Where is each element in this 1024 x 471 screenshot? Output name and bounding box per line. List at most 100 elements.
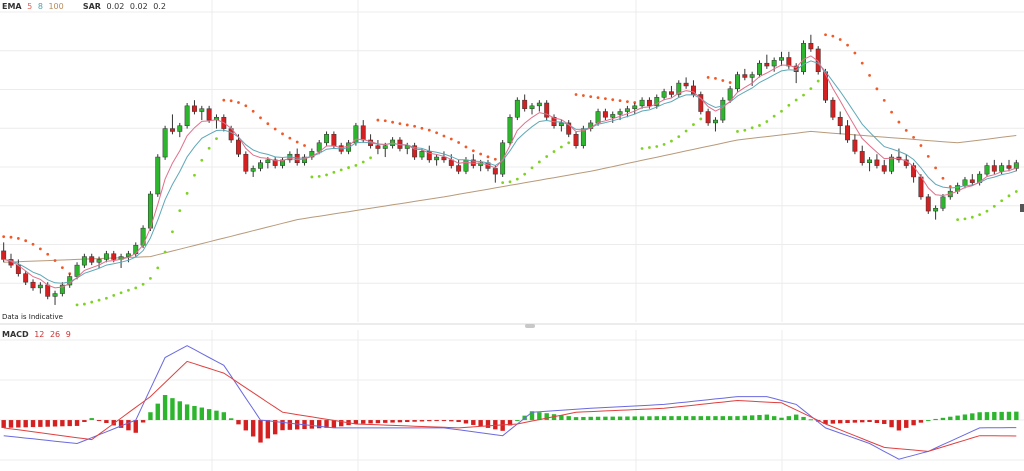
candle-body [52,293,58,297]
sar-dot [112,294,116,297]
candle-body [874,159,880,166]
ema-param-mid: 8 [37,2,43,11]
sar-dot [53,259,57,262]
macd-histogram-bar [412,420,417,422]
candle-body [595,111,601,124]
candle-body [573,134,579,146]
macd-histogram-bar [250,420,256,437]
macd-histogram-bar [148,412,153,421]
macd-histogram-bar [764,414,770,421]
macd-histogram-bar [874,420,880,423]
macd-histogram-bar [904,420,909,428]
sar-dot [875,87,879,91]
sar-dot [648,146,651,149]
macd-histogram-bar [390,420,395,423]
sar-dot [750,126,754,130]
candle-body [89,256,95,263]
candle-body [265,159,271,163]
sar-dot [868,73,871,77]
candle-body [742,74,748,78]
macd-histogram-bar [838,420,843,424]
candle-body [962,179,968,186]
ema-8-line [3,60,1017,284]
sar-dot [772,114,776,118]
macd-histogram-bar [889,420,894,428]
sar-dot [846,43,849,47]
pane-divider-handle[interactable] [525,324,535,328]
macd-histogram-bar [397,420,403,423]
sar-dot [207,146,211,150]
macd-histogram-bar [683,416,689,421]
macd-histogram-bar [661,416,667,421]
sar-dot [244,104,248,108]
macd-histogram-bar [60,420,65,427]
sar-dot [141,282,145,286]
sar-dot [508,180,512,184]
macd-histogram-bar [970,413,975,421]
macd-histogram-bar [977,412,982,421]
macd-histogram-bar [588,416,593,421]
macd-histogram-bar [434,420,439,422]
sar-dot [82,302,86,306]
macd-histogram-bar [691,416,696,421]
sar-dot [361,160,365,164]
candle-body [162,128,168,158]
candle-body [764,62,770,67]
macd-histogram-bar [984,412,990,421]
sar-dot [589,95,593,99]
macd-histogram-bar [639,416,645,421]
sar-dot [890,110,893,114]
macd-histogram-bar [427,420,432,422]
candle-body [918,176,924,198]
candle-body [786,57,792,67]
candle-body [419,151,425,158]
macd-histogram-bar [368,420,373,424]
sar-dot [603,97,607,101]
macd-histogram-bar [654,416,659,421]
candle-body [999,165,1005,172]
sar-dot [31,242,35,246]
sar-dot [802,93,805,97]
candle-body [404,145,410,149]
macd-histogram-bar [287,420,293,430]
sar-param-max: 0.2 [153,2,166,11]
candle-body [309,151,315,158]
sar-dot [479,152,483,156]
candle-body [155,156,161,195]
macd-histogram-bar [38,420,43,427]
sar-dot [464,145,468,149]
macd-histogram-bar [808,419,814,421]
sar-dot [185,191,189,195]
sar-dot [339,168,343,172]
macd-histogram-bar [727,416,733,421]
sar-dot [897,120,901,124]
macd-param-fast: 12 [34,330,45,339]
sar-dot [1000,199,1004,203]
sar-dot [405,123,409,127]
macd-histogram-bar [177,401,182,421]
macd-legend: MACD 12 26 9 [2,330,74,340]
macd-histogram-bar [265,420,271,439]
sar-dot [552,150,556,153]
candle-body [492,168,498,175]
sar-dot [413,124,417,128]
candle-body [940,196,946,209]
macd-histogram-bar [272,420,278,435]
macd-histogram-bar [632,416,637,421]
candle-body [683,82,689,87]
candle-body [889,156,895,172]
sar-dot [303,144,306,147]
sar-dot [354,163,358,167]
sar-dot [2,235,6,239]
candle-body [324,134,329,144]
sar-dot [156,266,160,270]
sar-dot [266,122,270,126]
candle-body [500,142,506,175]
candle-body [544,102,550,118]
candle-body [1006,165,1012,169]
sar-dot [325,173,328,177]
macd-histogram-bar [45,420,50,427]
macd-histogram-bar [463,420,469,424]
candle-body [881,165,887,172]
